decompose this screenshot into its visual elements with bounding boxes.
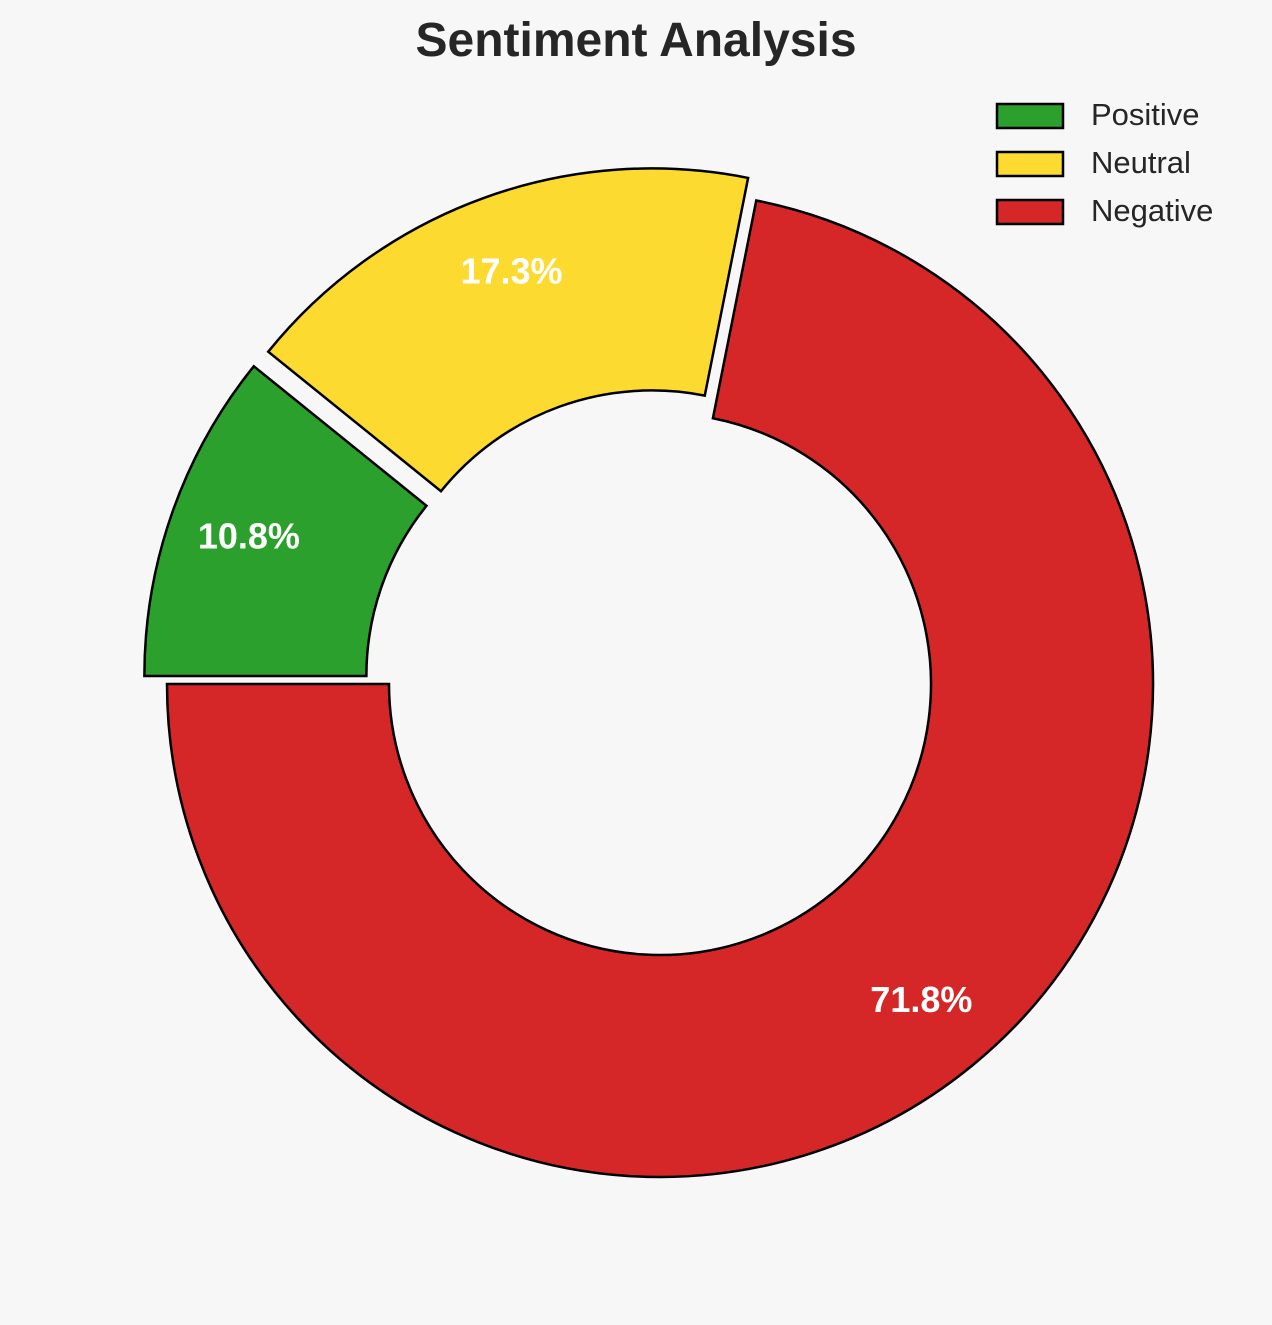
slice-label-positive: 10.8%: [198, 515, 300, 556]
legend-label-neutral: Neutral: [1091, 145, 1191, 180]
slice-label-negative: 71.8%: [870, 979, 972, 1020]
legend-label-negative: Negative: [1091, 193, 1213, 228]
slice-positive: [143, 364, 429, 678]
slice-labels-layer: 10.8% 17.3% 71.8%: [198, 251, 973, 1020]
slice-negative: [165, 199, 1155, 1179]
legend-swatch-neutral: [995, 150, 1065, 178]
slice-label-neutral: 17.3%: [460, 251, 562, 292]
slices-layer: [143, 167, 1155, 1179]
chart-title: Sentiment Analysis: [415, 14, 856, 67]
legend-swatch-positive: [995, 102, 1065, 130]
slice-neutral: [266, 167, 750, 493]
legend: Positive Neutral Negative: [995, 97, 1213, 228]
legend-label-positive: Positive: [1091, 97, 1200, 132]
legend-swatch-negative: [995, 198, 1065, 226]
